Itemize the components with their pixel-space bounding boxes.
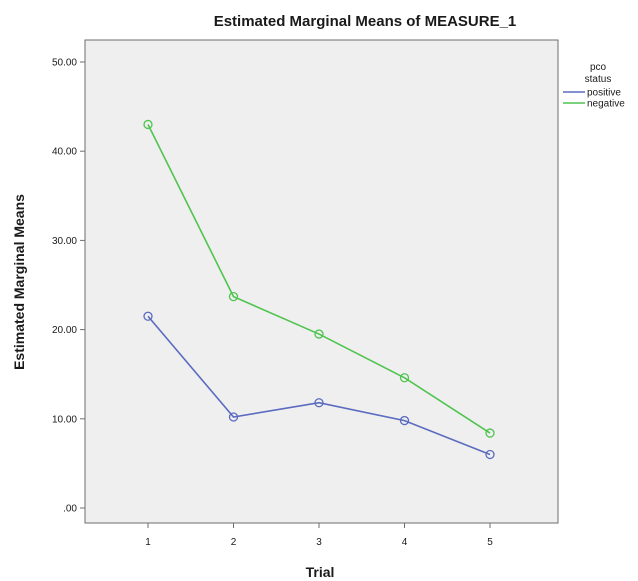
x-tick-label: 3 bbox=[316, 537, 322, 548]
data-point-positive bbox=[314, 398, 324, 408]
y-tick-label: 20.00 bbox=[52, 325, 77, 336]
series-line-negative bbox=[147, 124, 491, 434]
chart-title: Estimated Marginal Means of MEASURE_1 bbox=[214, 13, 517, 30]
y-tick-label: 10.00 bbox=[52, 414, 77, 425]
y-tick-labels: .00 10.00 20.00 30.00 40.00 50.00 bbox=[52, 58, 85, 515]
series-positive bbox=[143, 311, 495, 460]
series-negative bbox=[143, 119, 495, 438]
y-tick-label: 50.00 bbox=[52, 58, 77, 69]
data-point-positive bbox=[399, 415, 410, 426]
x-axis-label: Trial bbox=[306, 564, 335, 580]
y-tick-label: 30.00 bbox=[52, 236, 77, 247]
data-point-negative bbox=[314, 329, 324, 339]
legend-title-line-2: status bbox=[585, 74, 612, 85]
data-point-negative bbox=[485, 428, 495, 438]
x-tick-label: 2 bbox=[231, 537, 237, 548]
data-point-positive bbox=[143, 311, 153, 321]
x-tick-label: 4 bbox=[402, 537, 408, 548]
y-tick-label: .00 bbox=[63, 504, 77, 515]
legend-label-negative: negative bbox=[587, 99, 625, 110]
legend-title-line-1: pco bbox=[590, 62, 607, 73]
data-point-positive bbox=[228, 412, 239, 422]
x-tick-label: 1 bbox=[145, 537, 151, 548]
data-point-negative bbox=[143, 119, 153, 130]
data-point-negative bbox=[399, 373, 410, 383]
y-tick-label: 40.00 bbox=[52, 147, 77, 158]
series-line-positive bbox=[147, 315, 491, 456]
x-tick-labels: 1 2 3 4 5 bbox=[145, 523, 493, 548]
plot-area bbox=[84, 39, 559, 524]
legend-label-positive: positive bbox=[587, 88, 621, 99]
series-layer bbox=[143, 119, 495, 460]
data-point-positive bbox=[485, 449, 495, 460]
y-axis-label: Estimated Marginal Means bbox=[11, 194, 27, 370]
x-tick-label: 5 bbox=[487, 537, 493, 548]
data-point-negative bbox=[228, 291, 239, 302]
